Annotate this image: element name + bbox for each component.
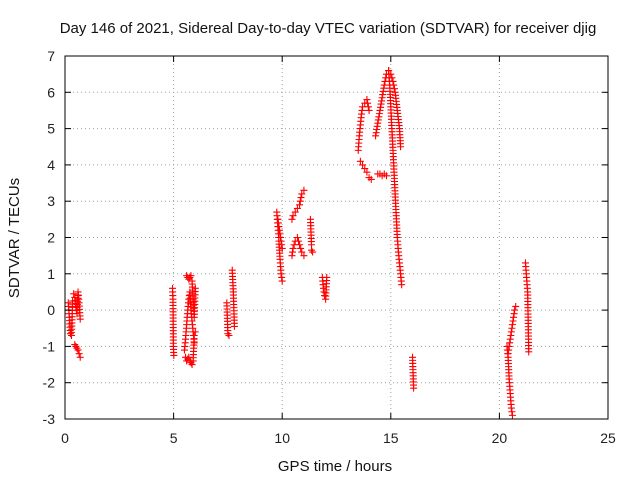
data-point	[363, 96, 371, 104]
data-point	[296, 197, 304, 205]
x-tick-label: 10	[274, 430, 290, 446]
data-point	[187, 272, 195, 280]
data-point	[364, 103, 372, 111]
y-tick-label: 3	[47, 193, 55, 209]
data-point	[323, 273, 331, 281]
data-point	[389, 77, 397, 85]
y-tick-label: 5	[47, 121, 55, 137]
x-tick-label: 15	[383, 430, 399, 446]
y-tick-label: 4	[47, 157, 55, 173]
y-tick-label: 1	[47, 266, 55, 282]
data-point	[298, 248, 306, 256]
y-tick-label: 0	[47, 302, 55, 318]
data-point	[363, 168, 371, 176]
axis-ticks	[64, 55, 609, 420]
data-point	[309, 248, 317, 256]
data-point	[294, 237, 302, 245]
plot-frame	[64, 55, 609, 420]
x-tick-label: 0	[61, 430, 69, 446]
x-tick-label: 5	[170, 430, 178, 446]
data-point	[525, 348, 533, 356]
data-point	[297, 194, 305, 202]
data-point	[76, 315, 84, 323]
data-point	[388, 74, 396, 82]
data-point	[298, 190, 306, 198]
data-point	[296, 201, 304, 209]
data-point	[291, 208, 299, 216]
data-point	[75, 350, 83, 358]
data-point	[297, 244, 305, 252]
data-point	[390, 81, 398, 89]
data-point	[293, 204, 301, 212]
data-point	[224, 330, 232, 338]
y-tick-label: 6	[47, 84, 55, 100]
data-point	[66, 330, 74, 338]
x-tick-label: 20	[492, 430, 508, 446]
y-tick-label: 2	[47, 230, 55, 246]
y-tick-label: 7	[47, 48, 55, 64]
x-tick-label: 25	[600, 430, 616, 446]
data-point	[397, 143, 405, 151]
data-point	[359, 161, 367, 169]
y-tick-label: -2	[43, 375, 56, 391]
x-axis-label: GPS time / hours	[278, 458, 392, 475]
data-point	[511, 306, 519, 314]
y-tick-label: -1	[43, 338, 56, 354]
data-point	[225, 332, 233, 340]
data-point	[308, 246, 316, 254]
data-point	[188, 361, 196, 369]
data-point	[230, 322, 238, 330]
data-point	[367, 175, 375, 183]
data-point	[74, 346, 82, 354]
data-point	[190, 332, 198, 340]
data-point	[70, 290, 78, 298]
data-point	[390, 85, 398, 93]
chart-title: Day 146 of 2021, Sidereal Day-to-day VTE…	[60, 20, 597, 37]
grid-lines	[65, 56, 608, 419]
data-point	[76, 353, 84, 361]
data-point	[296, 241, 304, 249]
data-point	[365, 106, 373, 114]
data-point	[170, 351, 178, 359]
data-point	[288, 215, 296, 223]
data-point	[300, 252, 308, 260]
data-point	[289, 244, 297, 252]
data-point	[382, 172, 390, 180]
data-point	[278, 277, 286, 285]
y-axis-label: SDTVAR / TECUs	[6, 178, 23, 298]
data-point	[410, 384, 418, 392]
data-point	[361, 165, 369, 173]
data-point	[512, 302, 520, 310]
data-points	[64, 67, 533, 419]
data-point	[300, 186, 308, 194]
data-point	[289, 212, 297, 220]
data-point	[278, 244, 286, 252]
data-point	[356, 157, 364, 165]
data-point	[191, 284, 199, 292]
data-point	[293, 234, 301, 241]
y-tick-label: -3	[43, 411, 56, 427]
tick-labels: 0 5 10 15 20 25 -3 -2 -1 0 1 2 3 4 5 6 7	[43, 48, 616, 446]
data-point	[364, 99, 372, 107]
data-point	[387, 70, 395, 78]
data-point	[191, 328, 199, 336]
data-point	[508, 411, 516, 419]
data-point	[398, 281, 406, 289]
